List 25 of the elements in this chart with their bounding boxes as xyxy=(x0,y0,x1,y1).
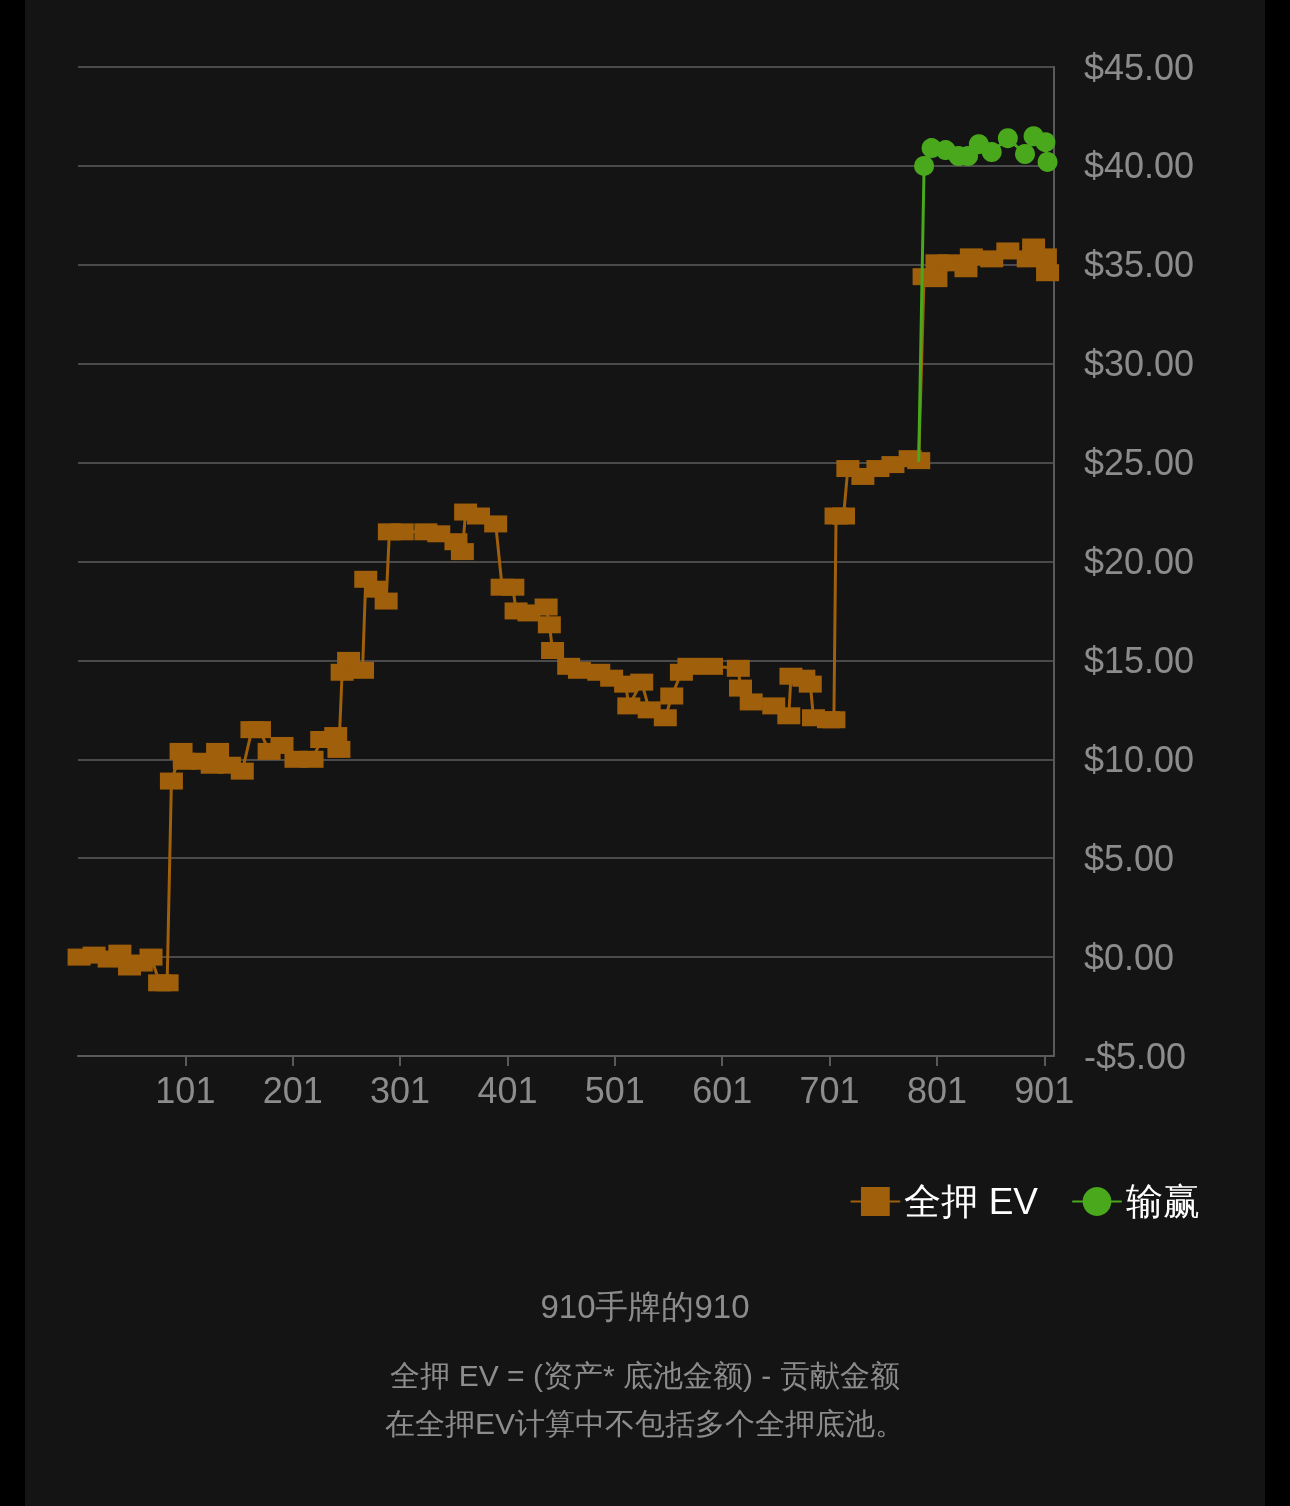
x-tick-label: 801 xyxy=(906,1069,967,1111)
y-tick-label: $35.00 xyxy=(1084,244,1195,286)
y-tick-label: $15.00 xyxy=(1084,639,1195,681)
text: 910手牌的910 xyxy=(540,1288,750,1325)
y-tick-label: $45.00 xyxy=(1084,46,1195,88)
y-tick-label: $20.00 xyxy=(1084,541,1195,582)
x-tick-label: 401 xyxy=(477,1069,538,1111)
x-tick-label: 601 xyxy=(692,1069,753,1111)
x-tick-label: 701 xyxy=(799,1069,860,1111)
x-tick-label: 901 xyxy=(1014,1069,1075,1111)
y-tick-label: $10.00 xyxy=(1084,738,1195,780)
y-tick-label: $30.00 xyxy=(1084,343,1195,385)
text: 在全押EV计算中不包括多个全押底池。 xyxy=(384,1406,906,1440)
y-tick-label: $5.00 xyxy=(1084,837,1175,879)
y-tick-label: $0.00 xyxy=(1084,936,1175,978)
legend-label: 全押 EV xyxy=(904,1181,1039,1222)
y-tick-label: $25.00 xyxy=(1084,442,1195,484)
y-tick-label: -$5.00 xyxy=(1084,1035,1187,1077)
x-tick-label: 201 xyxy=(262,1069,323,1111)
y-tick-label: $40.00 xyxy=(1084,145,1195,187)
x-tick-label: 501 xyxy=(584,1069,645,1111)
text: 全押 EV = (资产* 底池金额) - 贡献金额 xyxy=(390,1358,900,1392)
x-tick-label: 301 xyxy=(370,1069,431,1111)
x-tick-label: 101 xyxy=(155,1069,216,1111)
legend-label: 输赢 xyxy=(1126,1181,1200,1222)
